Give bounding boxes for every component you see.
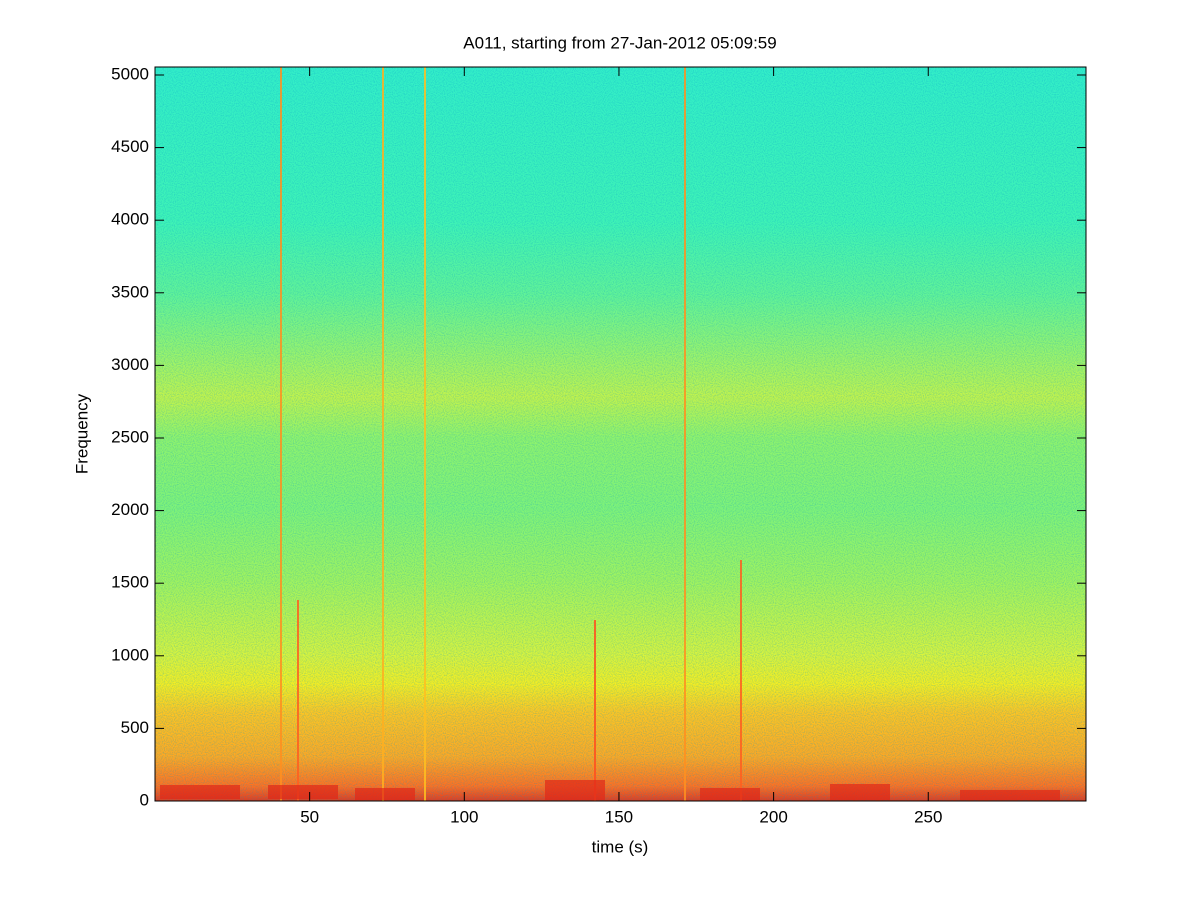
chart-title: A011, starting from 27-Jan-2012 05:09:59	[463, 33, 776, 52]
y-tick-label: 2500	[111, 427, 149, 446]
y-tick-label: 2000	[111, 500, 149, 519]
y-axis-label: Frequency	[72, 393, 91, 474]
y-tick-label: 5000	[111, 64, 149, 83]
x-tick-label: 50	[300, 807, 319, 826]
x-tick-label: 200	[759, 807, 787, 826]
y-tick-label: 1000	[111, 645, 149, 664]
x-tick-label: 150	[605, 807, 633, 826]
y-tick-label: 3000	[111, 355, 149, 374]
y-tick-label: 3500	[111, 282, 149, 301]
y-tick-label: 4500	[111, 137, 149, 156]
axes-box	[154, 66, 1087, 802]
y-tick-label: 1500	[111, 573, 149, 592]
x-tick-label: 250	[914, 807, 942, 826]
y-tick-label: 500	[121, 718, 149, 737]
y-tick-label: 0	[140, 790, 149, 809]
y-tick-label: 4000	[111, 210, 149, 229]
spectrogram-image	[155, 67, 1086, 801]
x-axis-label: time (s)	[592, 837, 649, 856]
x-tick-label: 100	[450, 807, 478, 826]
